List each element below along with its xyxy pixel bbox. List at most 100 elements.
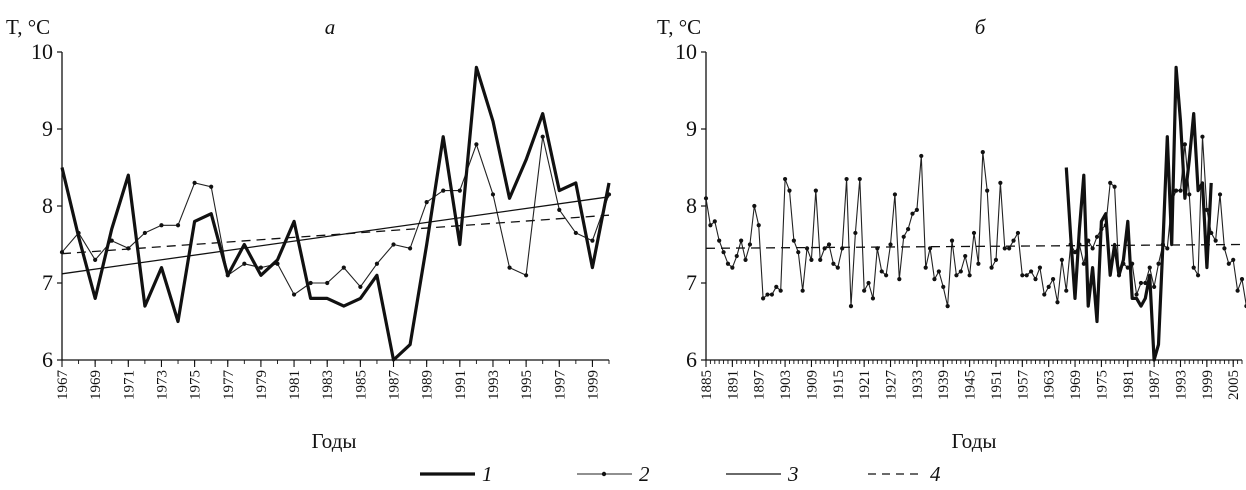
panel-a-y-axis-title: T, °C: [6, 15, 50, 39]
panel-a-x-tick-label: 1999: [585, 370, 601, 400]
panel-a-x-tick-label: 1979: [254, 370, 270, 400]
panel-b-x-tick-label: 1957: [1015, 370, 1031, 401]
panel-b-series-2-point: [835, 265, 840, 270]
panel-a-series-2-point: [490, 192, 496, 197]
panel-a-y-tick-label: 9: [42, 116, 53, 141]
panel-a-x-tick-label: 1995: [519, 370, 535, 400]
panel-b-series-2-point: [862, 288, 867, 293]
panel-b-y-tick-label: 8: [686, 193, 697, 218]
panel-a-series-2-point: [142, 230, 147, 236]
panel-a-y-tick-label: 6: [42, 347, 53, 372]
panel-b-series-2-point: [1112, 184, 1117, 189]
panel-b-series-2-point: [1191, 265, 1196, 270]
panel-b-series-2-point: [910, 211, 915, 216]
panel-b-series-2-point: [1094, 234, 1100, 239]
panel-b-series-2-point: [1226, 261, 1231, 266]
panel-b-series-2-point: [822, 246, 827, 251]
panel-a-x-tick-label: 1967: [55, 370, 71, 401]
panel-b-series-2-point: [844, 176, 849, 182]
panel-b-x-tick-label: 1915: [831, 370, 847, 400]
panel-a-x-tick-label: 1981: [287, 370, 303, 400]
panel-a-series-2-point: [507, 265, 512, 270]
panel-a-x-tick-label: 1973: [154, 370, 170, 400]
panel-b-series-2-point: [963, 253, 968, 259]
panel-a-series-2-point: [474, 142, 479, 147]
panel-b-series-2-point: [1024, 273, 1029, 278]
panel-b-series-2-point: [905, 227, 911, 232]
panel-b-series-2-point: [976, 261, 981, 266]
panel-b-series-2-point: [1165, 246, 1170, 251]
panel-b-series-2-point: [980, 150, 985, 155]
panel-b-series-1-line: [1064, 65, 1213, 362]
panel-a-series-2-point: [159, 223, 164, 228]
panel-b-series-2-point: [1015, 230, 1021, 236]
panel-b-series-2-point: [971, 230, 977, 236]
panel-b-series-2-point: [857, 176, 862, 182]
panel-a-x-tick-label: 1975: [188, 370, 204, 400]
panel-a-y-tick-label: 7: [42, 270, 53, 295]
panel-b-series-2-point: [1204, 207, 1209, 212]
panel-b-series-2-point: [756, 223, 761, 228]
panel-a-x-tick-label: 1971: [121, 370, 137, 400]
panel-b-x-tick-label: 2005: [1226, 370, 1242, 400]
panel-b-series-2-point: [826, 242, 832, 247]
panel-a-y-tick-label: 10: [31, 39, 53, 64]
panel-b-x-tick-label: 1945: [963, 370, 979, 400]
panel-a-series-2-point: [441, 188, 446, 193]
panel-b-series-2-point: [1187, 192, 1192, 197]
panel-b-series-2-point: [888, 242, 893, 247]
panel-b-x-tick-label: 1885: [699, 370, 715, 400]
panel-b-series-2-point: [1182, 142, 1187, 147]
panel-b-x-tick-label: 1951: [989, 370, 1005, 400]
panel-b-series-2-point: [1143, 280, 1148, 286]
panel-b-series-2-point: [730, 265, 735, 270]
panel-a-series-2-point: [93, 257, 98, 262]
panel-a-x-tick-label: 1997: [552, 370, 568, 401]
panel-b-series-2-point: [1011, 238, 1016, 243]
legend-item-4-label: 4: [930, 462, 941, 486]
panel-b-series-2-point: [813, 188, 818, 193]
panel-a-series-2-line: [61, 136, 610, 296]
panel-b-series-2-point: [1055, 300, 1060, 305]
panel-b-series-2-point: [954, 273, 959, 278]
panel-b-series-2-point: [800, 288, 805, 293]
panel-b-series-2-point: [791, 238, 796, 243]
legend-item-3-label: 3: [787, 462, 799, 486]
panel-b-series-2-point: [1222, 246, 1227, 251]
panel-b-series-2-point: [897, 277, 902, 282]
panel-b-series-2-point: [1046, 284, 1051, 289]
panel-b-series-2-point: [1156, 261, 1161, 266]
panel-b-series-2-point: [1235, 288, 1240, 293]
panel-b-x-axis-title: Годы: [952, 429, 997, 453]
panel-b-x-tick-label: 1975: [1094, 370, 1110, 400]
panel-b-series-2-point: [725, 261, 731, 266]
panel-b-series-2-point: [774, 284, 779, 289]
panel-b-series-2-point: [1007, 246, 1012, 251]
panel-b-series-2-point: [831, 261, 836, 266]
panel-b-series-2-point: [993, 257, 999, 262]
panel-a-y-tick-label: 8: [42, 193, 53, 218]
panel-a-series-2-point: [192, 180, 197, 185]
panel-b-chart: T, °C б Годы 6 7 8 9 10 1885 1891 1897 1903 1909 1…: [657, 15, 1246, 453]
panel-a-series-2-point: [242, 261, 247, 266]
panel-b-series-2-point: [1213, 238, 1218, 243]
legend-item-2-label: 2: [639, 462, 650, 486]
panel-a-series-2-point: [590, 238, 595, 243]
panel-a-x-tick-label: 1969: [88, 370, 104, 400]
panel-a-series-2-point: [358, 284, 363, 289]
panel-b-x-tick-label: 1921: [857, 370, 873, 400]
panel-a-series-4-line: [61, 214, 610, 255]
panel-b-series-2-point: [1231, 257, 1236, 262]
panel-b-series-2-point: [1173, 188, 1179, 193]
panel-b-series-2-point: [1042, 292, 1047, 297]
panel-b-series-2-point: [703, 196, 709, 201]
panel-b-series-2-point: [721, 250, 726, 255]
panel-a-series-2-point: [391, 242, 396, 247]
panel-b-series-2-point: [1090, 246, 1095, 251]
panel-b-series-2-point: [747, 242, 753, 247]
panel-b-x-tick-label: 1981: [1121, 370, 1137, 400]
panel-b-series-2-point: [914, 207, 919, 212]
panel-a-series-2-point: [557, 207, 562, 212]
panel-a-x-tick-label: 1987: [387, 370, 403, 401]
